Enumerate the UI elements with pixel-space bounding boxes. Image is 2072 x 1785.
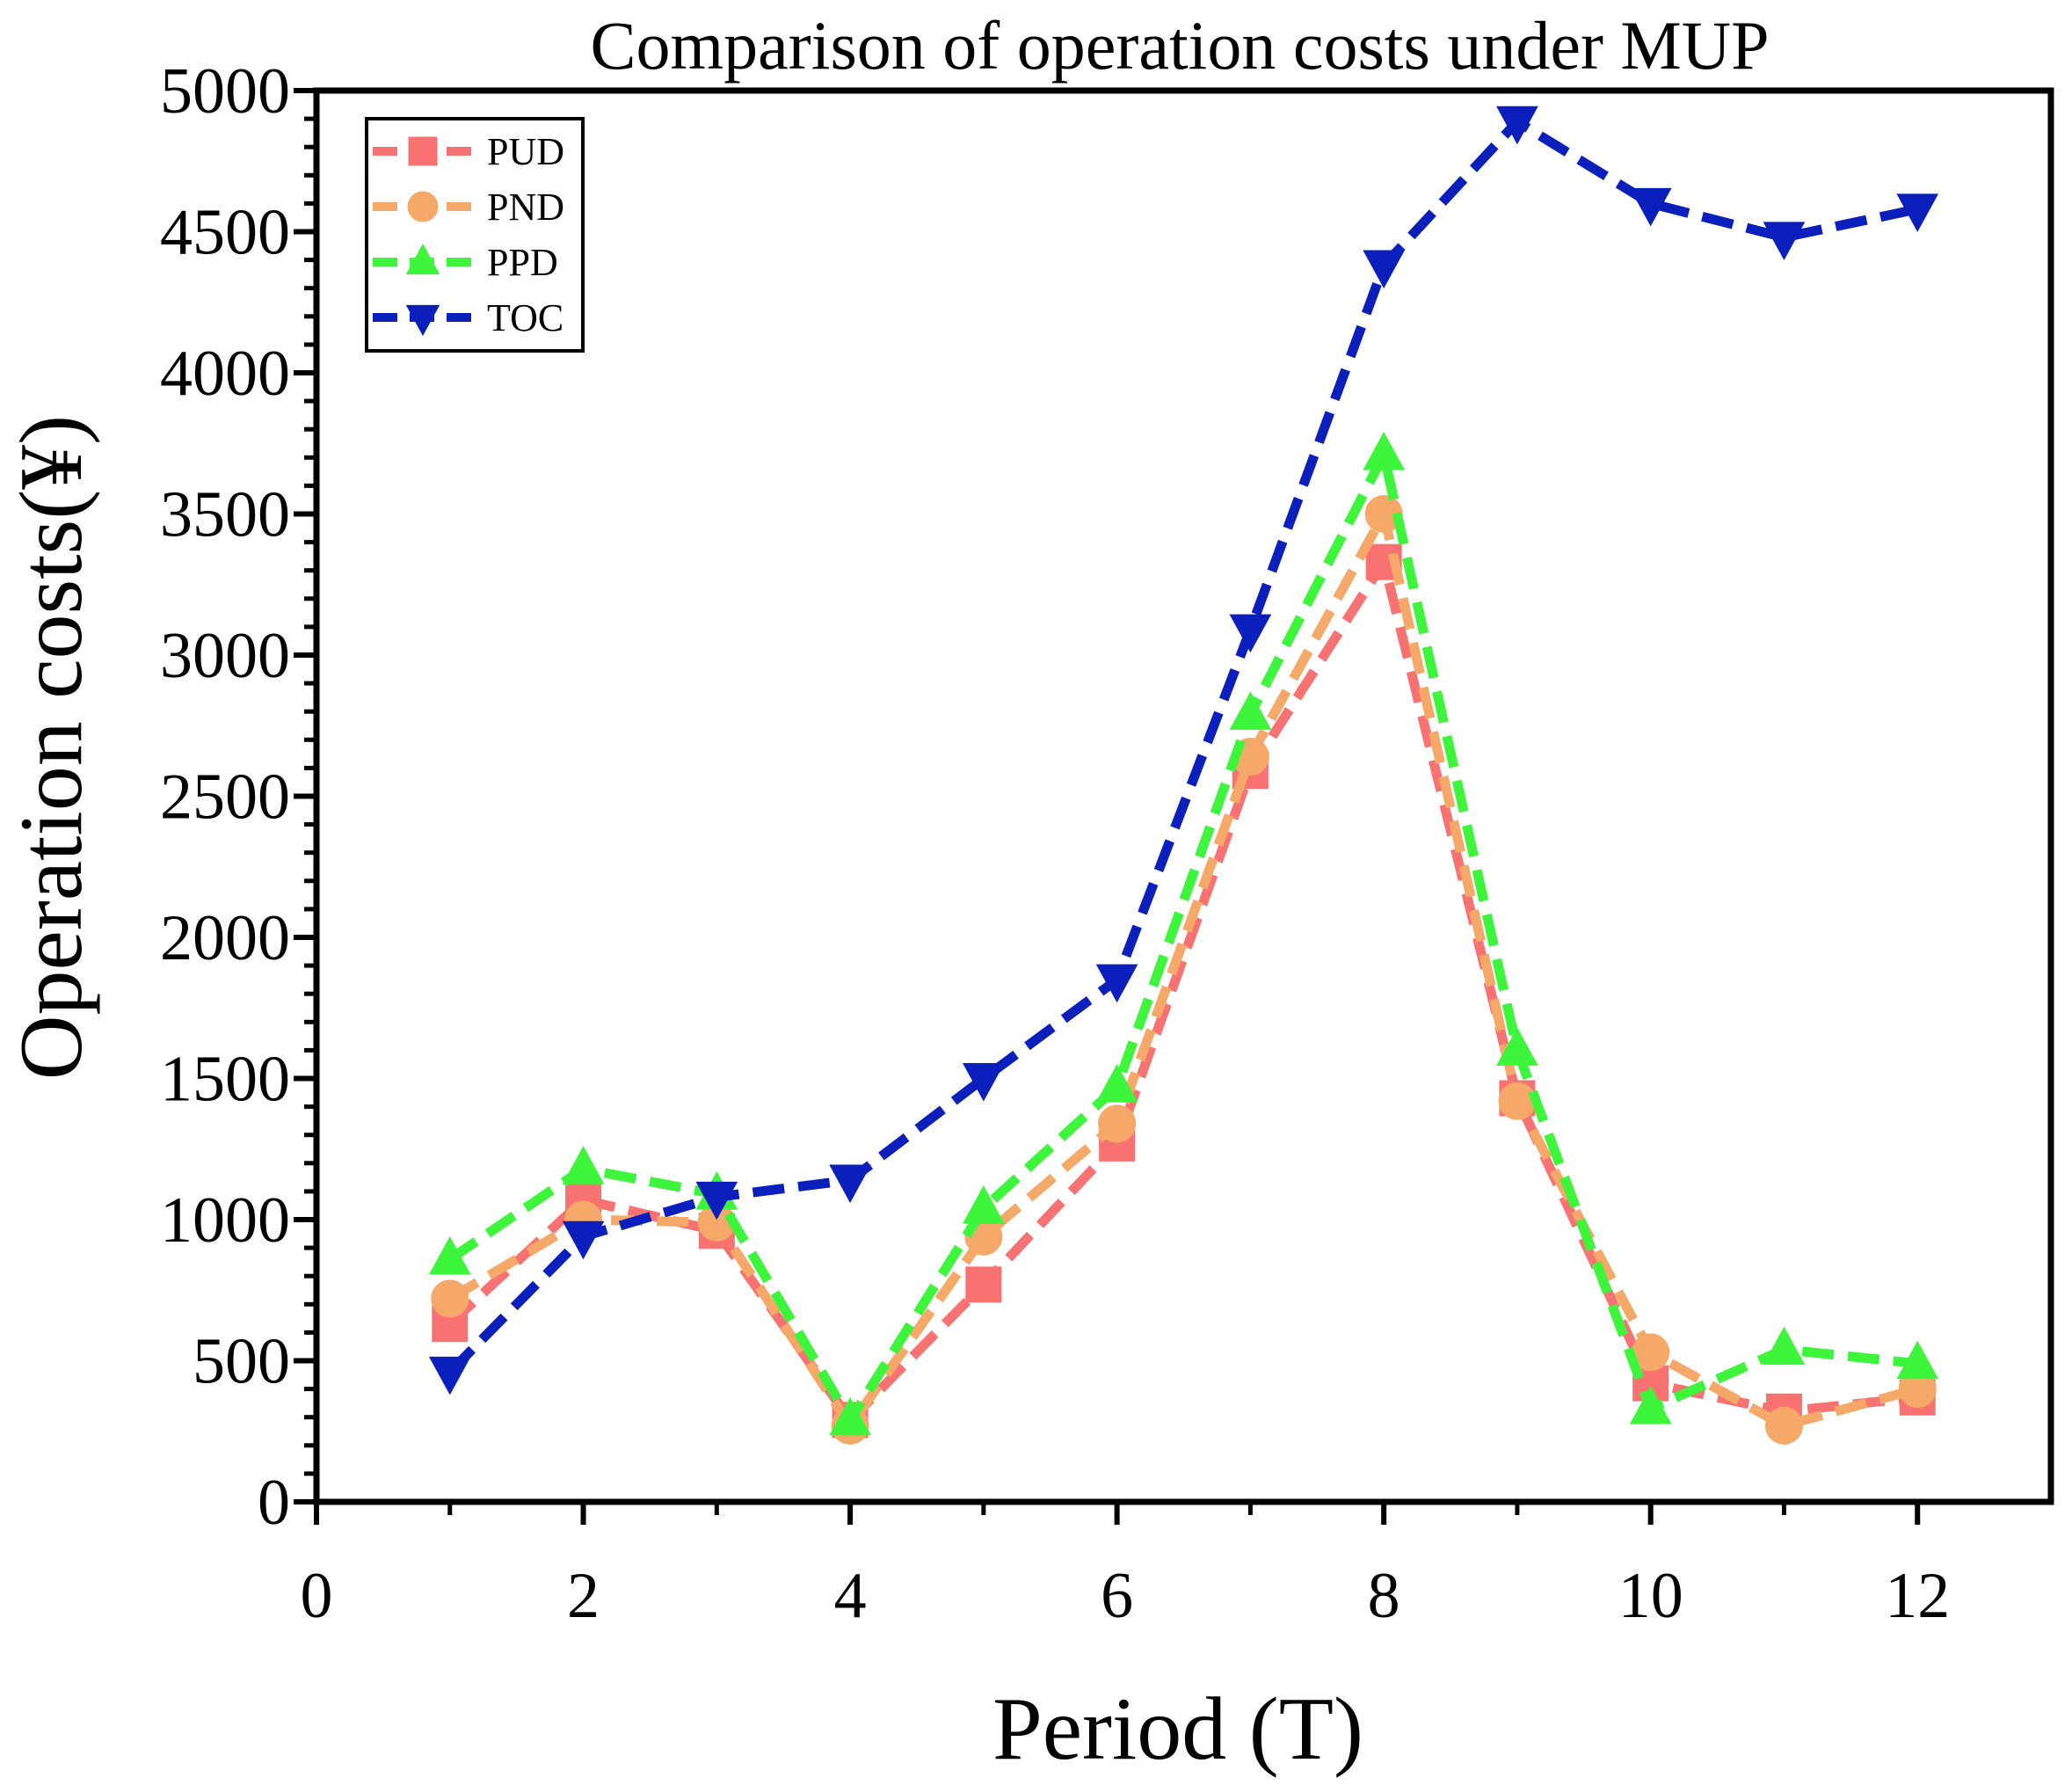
x-tick-label: 12 <box>1885 1560 1950 1632</box>
data-point-ppd <box>1496 1027 1538 1066</box>
data-point-ppd <box>963 1185 1005 1224</box>
x-tick-label: 6 <box>1101 1560 1133 1632</box>
data-point-pud <box>965 1266 1002 1303</box>
legend-label: PND <box>487 186 564 229</box>
data-point-pnd <box>1098 1104 1137 1143</box>
plot-background <box>316 91 2051 1502</box>
series-pnd <box>431 495 1937 1445</box>
data-point-toc <box>428 1356 471 1395</box>
series-line <box>447 509 1919 1431</box>
y-tick-label: 3500 <box>160 479 290 551</box>
data-point-ppd <box>1363 432 1405 470</box>
y-tick-label: 1000 <box>160 1184 290 1257</box>
legend: PUD PND PPD TOC <box>365 117 585 353</box>
y-tick-label: 4000 <box>160 338 290 410</box>
y-tick-label: 2500 <box>160 761 290 834</box>
legend-label: PPD <box>487 241 558 284</box>
data-point-ppd <box>428 1235 471 1275</box>
y-tick-label: 500 <box>193 1326 290 1398</box>
legend-item-toc: TOC <box>373 296 563 339</box>
x-tick-label: 0 <box>301 1560 333 1632</box>
data-point-toc <box>1496 106 1538 145</box>
data-point-toc <box>562 1220 605 1260</box>
axes: 0 2 4 6 8 10 12 0 500 1000 1500 2000 2500 3000 3500 400… <box>160 55 2054 1632</box>
legend-label: TOC <box>487 296 563 339</box>
y-tick-label: 5000 <box>160 55 290 128</box>
data-point-ppd <box>1229 691 1272 730</box>
legend-box <box>365 117 585 353</box>
x-tick-label: 2 <box>567 1560 600 1632</box>
data-point-ppd <box>829 1396 871 1436</box>
x-axis-label: Period (T) <box>992 1679 1363 1779</box>
data-point-toc <box>829 1164 871 1204</box>
y-tick-label: 2000 <box>160 902 290 974</box>
legend-item-pnd: PND <box>373 186 564 229</box>
series-line <box>446 116 1919 1376</box>
legend-item-ppd: PPD <box>373 241 558 284</box>
data-point-pnd <box>1498 1082 1537 1120</box>
data-point-toc <box>1629 187 1672 227</box>
series-line <box>447 557 1918 1425</box>
x-tick-label: 10 <box>1618 1560 1683 1632</box>
data-point-toc <box>1763 222 1806 260</box>
data-point-toc <box>1229 614 1272 653</box>
plot-area <box>316 91 2051 1502</box>
legend-marker <box>405 243 440 275</box>
data-point-ppd <box>562 1146 605 1184</box>
y-tick-label: 0 <box>258 1467 290 1539</box>
data-point-ppd <box>1763 1326 1806 1366</box>
y-tick-label: 3000 <box>160 620 290 692</box>
data-point-ppd <box>1629 1386 1672 1424</box>
x-tick-label: 4 <box>834 1560 867 1632</box>
data-point-toc <box>1095 964 1138 1003</box>
legend-marker <box>408 136 438 166</box>
series-line <box>447 449 1918 1425</box>
y-tick-label: 4500 <box>160 197 290 269</box>
legend-label: PUD <box>487 130 564 173</box>
y-tick-label: 1500 <box>160 1044 290 1116</box>
chart-title: Comparison of operation costs under MUP <box>590 7 1769 84</box>
series-group <box>428 106 1939 1445</box>
data-point-toc <box>1896 193 1939 232</box>
series-toc <box>428 106 1939 1395</box>
data-point-toc <box>695 1181 738 1220</box>
data-point-pnd <box>1364 495 1403 533</box>
data-point-ppd <box>1095 1064 1138 1103</box>
data-point-toc <box>1363 250 1405 289</box>
x-tick-label: 8 <box>1368 1560 1400 1632</box>
data-point-toc <box>963 1063 1005 1102</box>
data-point-pnd <box>1764 1406 1803 1445</box>
legend-marker <box>405 304 440 337</box>
data-point-ppd <box>1896 1340 1939 1380</box>
data-point-pnd <box>431 1279 469 1318</box>
y-axis-label: Operation costs(¥) <box>2 415 101 1080</box>
legend-marker <box>407 191 439 222</box>
legend-item-pud: PUD <box>373 130 564 173</box>
